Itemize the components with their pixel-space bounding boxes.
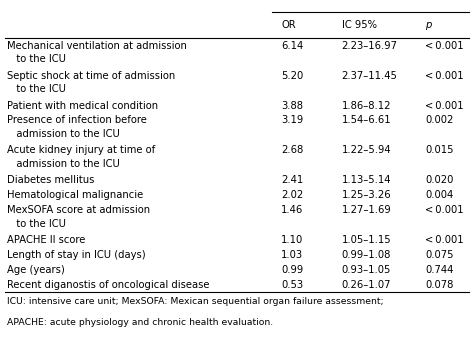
Text: Hematological malignancie: Hematological malignancie (7, 190, 143, 200)
Text: < 0.001: < 0.001 (425, 71, 464, 81)
Text: Age (years): Age (years) (7, 265, 65, 275)
Text: 0.99: 0.99 (281, 265, 303, 275)
Text: 3.88: 3.88 (281, 100, 303, 111)
Text: OR: OR (281, 20, 296, 30)
Text: to the ICU: to the ICU (7, 219, 66, 229)
Text: 0.99–1.08: 0.99–1.08 (341, 250, 391, 260)
Text: 2.23–16.97: 2.23–16.97 (341, 41, 398, 51)
Text: 0.075: 0.075 (425, 250, 454, 260)
Text: < 0.001: < 0.001 (425, 100, 464, 111)
Text: APACHE II score: APACHE II score (7, 235, 85, 245)
Text: 6.14: 6.14 (281, 41, 303, 51)
Text: p: p (425, 20, 431, 30)
Text: 1.05–1.15: 1.05–1.15 (341, 235, 391, 245)
Text: to the ICU: to the ICU (7, 84, 66, 94)
Text: 1.03: 1.03 (281, 250, 303, 260)
Text: 1.27–1.69: 1.27–1.69 (341, 205, 391, 215)
Text: 0.015: 0.015 (425, 145, 454, 155)
Text: 2.02: 2.02 (281, 190, 303, 200)
Text: Septic shock at time of admission: Septic shock at time of admission (7, 71, 175, 81)
Text: 0.020: 0.020 (425, 175, 454, 185)
Text: IC 95%: IC 95% (341, 20, 376, 30)
Text: Mechanical ventilation at admission: Mechanical ventilation at admission (7, 41, 187, 51)
Text: 1.22–5.94: 1.22–5.94 (341, 145, 391, 155)
Text: 2.68: 2.68 (281, 145, 303, 155)
Text: Acute kidney injury at time of: Acute kidney injury at time of (7, 145, 155, 155)
Text: 0.744: 0.744 (425, 265, 454, 275)
Text: 3.19: 3.19 (281, 116, 303, 125)
Text: < 0.001: < 0.001 (425, 205, 464, 215)
Text: APACHE: acute physiology and chronic health evaluation.: APACHE: acute physiology and chronic hea… (7, 318, 273, 327)
Text: 0.078: 0.078 (425, 280, 454, 290)
Text: admission to the ICU: admission to the ICU (7, 159, 120, 169)
Text: 0.53: 0.53 (281, 280, 303, 290)
Text: 0.004: 0.004 (425, 190, 453, 200)
Text: 5.20: 5.20 (281, 71, 303, 81)
Text: admission to the ICU: admission to the ICU (7, 129, 120, 139)
Text: 1.13–5.14: 1.13–5.14 (341, 175, 391, 185)
Text: 1.54–6.61: 1.54–6.61 (341, 116, 391, 125)
Text: Diabetes mellitus: Diabetes mellitus (7, 175, 94, 185)
Text: 0.002: 0.002 (425, 116, 454, 125)
Text: Recent diganostis of oncological disease: Recent diganostis of oncological disease (7, 280, 210, 290)
Text: MexSOFA score at admission: MexSOFA score at admission (7, 205, 150, 215)
Text: 0.93–1.05: 0.93–1.05 (341, 265, 391, 275)
Text: to the ICU: to the ICU (7, 55, 66, 64)
Text: ICU: intensive care unit; MexSOFA: Mexican sequential organ failure assessment;: ICU: intensive care unit; MexSOFA: Mexic… (7, 297, 383, 306)
Text: < 0.001: < 0.001 (425, 235, 464, 245)
Text: 2.37–11.45: 2.37–11.45 (341, 71, 397, 81)
Text: 2.41: 2.41 (281, 175, 303, 185)
Text: < 0.001: < 0.001 (425, 41, 464, 51)
Text: 1.86–8.12: 1.86–8.12 (341, 100, 391, 111)
Text: 0.26–1.07: 0.26–1.07 (341, 280, 391, 290)
Text: 1.46: 1.46 (281, 205, 303, 215)
Text: Patient with medical condition: Patient with medical condition (7, 100, 158, 111)
Text: Presence of infection before: Presence of infection before (7, 116, 147, 125)
Text: 1.10: 1.10 (281, 235, 303, 245)
Text: Length of stay in ICU (days): Length of stay in ICU (days) (7, 250, 146, 260)
Text: 1.25–3.26: 1.25–3.26 (341, 190, 391, 200)
